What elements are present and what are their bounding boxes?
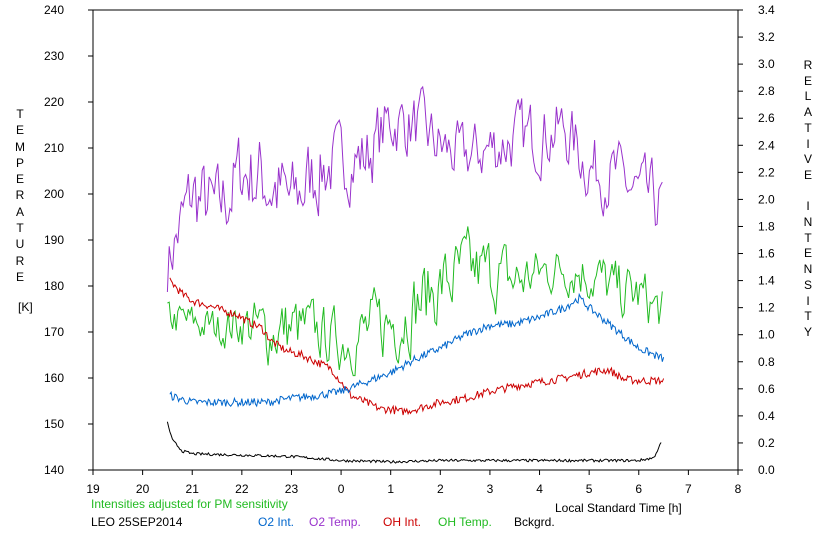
- left-tick-label: 240: [44, 3, 64, 17]
- legend-entry: O2 Int.: [258, 515, 294, 529]
- sensitivity-note: Intensities adjusted for PM sensitivity: [91, 497, 288, 511]
- station-label: LEO 25SEP2014: [91, 515, 183, 529]
- left-tick-label: 210: [44, 141, 64, 155]
- right-tick-label: 0.6: [758, 382, 775, 396]
- series-line-oh-int-: [169, 277, 665, 416]
- right-tick-label: 3.2: [758, 30, 775, 44]
- right-axis-ticks: 0.0 0.2 0.4 0.6 0.8 1.0 1.2 1.4 1.6 1.8 2.0 2.2 2.4 2…: [738, 3, 775, 477]
- left-tick-label: 200: [44, 187, 64, 201]
- right-tick-label: 2.0: [758, 192, 775, 206]
- x-tick-label: 21: [186, 482, 200, 496]
- series-line-o2-temp-: [166, 85, 663, 293]
- right-tick-label: 0.4: [758, 409, 775, 423]
- right-tick-label: 3.4: [758, 3, 775, 17]
- right-tick-label: 1.8: [758, 219, 775, 233]
- legend: O2 Int. O2 Temp. OH Int. OH Temp. Bckgrd.: [258, 515, 555, 529]
- x-tick-label: 1: [387, 482, 394, 496]
- x-tick-label: 4: [536, 482, 543, 496]
- right-tick-label: 2.2: [758, 165, 775, 179]
- legend-entry: OH Temp.: [438, 515, 492, 529]
- right-tick-label: 0.8: [758, 355, 775, 369]
- right-tick-label: 1.0: [758, 328, 775, 342]
- left-tick-label: 140: [44, 463, 64, 477]
- left-tick-label: 220: [44, 95, 64, 109]
- series-layer: [166, 85, 665, 464]
- legend-entry: O2 Temp.: [309, 515, 361, 529]
- plot-area: [92, 9, 739, 471]
- left-tick-label: 160: [44, 371, 64, 385]
- right-tick-label: 0.2: [758, 436, 775, 450]
- x-tick-label: 23: [285, 482, 299, 496]
- right-tick-label: 1.2: [758, 301, 775, 315]
- right-tick-label: 3.0: [758, 57, 775, 71]
- x-tick-label: 20: [136, 482, 150, 496]
- left-axis-unit: [K]: [18, 300, 33, 314]
- x-tick-label: 0: [338, 482, 345, 496]
- left-tick-label: 170: [44, 325, 64, 339]
- left-tick-label: 150: [44, 417, 64, 431]
- legend-entry: Bckgrd.: [514, 515, 555, 529]
- left-tick-label: 190: [44, 233, 64, 247]
- right-tick-label: 2.6: [758, 111, 775, 125]
- x-tick-label: 22: [235, 482, 249, 496]
- series-line-o2-int-: [169, 292, 665, 408]
- series-line-bckgrd-: [166, 421, 662, 464]
- right-tick-label: 2.8: [758, 84, 775, 98]
- left-axis-ticks: 140 150 160 170 180 190 200 210 220 230 240: [44, 3, 93, 477]
- series-line-oh-temp-: [167, 226, 663, 377]
- x-tick-label: 5: [586, 482, 593, 496]
- right-tick-label: 0.0: [758, 463, 775, 477]
- legend-entry: OH Int.: [383, 515, 421, 529]
- x-axis-label: Local Standard Time [h]: [555, 501, 682, 515]
- right-tick-label: 1.4: [758, 274, 775, 288]
- x-tick-label: 3: [487, 482, 494, 496]
- x-tick-label: 6: [635, 482, 642, 496]
- left-tick-label: 230: [44, 49, 64, 63]
- left-tick-label: 180: [44, 279, 64, 293]
- right-tick-label: 2.4: [758, 138, 775, 152]
- x-tick-label: 7: [685, 482, 692, 496]
- x-axis-ticks: 19 20 21 22 23 0 1 2 3 4 5 6 7 8: [86, 470, 742, 496]
- x-tick-label: 19: [86, 482, 100, 496]
- right-tick-label: 1.6: [758, 247, 775, 261]
- x-tick-label: 2: [437, 482, 444, 496]
- x-tick-label: 8: [735, 482, 742, 496]
